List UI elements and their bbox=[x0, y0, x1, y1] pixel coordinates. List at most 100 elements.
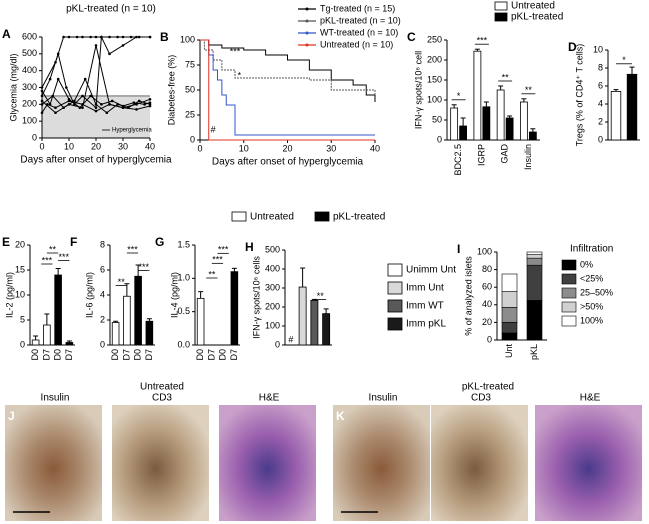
bar bbox=[123, 295, 131, 346]
x-tick-label: pKL bbox=[529, 344, 539, 360]
y-tick-label: 2 bbox=[598, 116, 603, 126]
x-tick-label: D0 bbox=[30, 349, 40, 361]
legend-swatch bbox=[387, 263, 403, 277]
data-point bbox=[48, 103, 52, 106]
x-tick-label: D7 bbox=[229, 349, 239, 361]
y-axis-label: Tregs (% of CD4⁺ T cells) bbox=[574, 44, 584, 147]
significance: *** bbox=[42, 255, 53, 265]
micrograph-group-title: Untreated bbox=[140, 382, 184, 393]
bar bbox=[230, 271, 239, 346]
significance: * bbox=[238, 70, 242, 80]
x-tick-label: GAD bbox=[500, 144, 510, 164]
y-tick-label: 250 bbox=[427, 34, 442, 44]
x-tick-label: D7 bbox=[41, 349, 51, 361]
legend-label: <25% bbox=[580, 273, 603, 283]
bar bbox=[496, 89, 505, 141]
data-point bbox=[121, 106, 125, 109]
bar bbox=[111, 322, 120, 346]
data-point bbox=[137, 99, 141, 103]
bar bbox=[310, 299, 319, 346]
y-tick-label: 100 bbox=[477, 246, 492, 256]
micrograph bbox=[535, 405, 642, 521]
bar bbox=[459, 125, 467, 141]
micrograph-group-title: pKL-treated bbox=[462, 382, 514, 393]
y-tick-label: 80 bbox=[482, 264, 492, 274]
legend-swatch bbox=[387, 281, 403, 295]
y-tick-label: 400 bbox=[265, 263, 280, 273]
legend-swatch bbox=[231, 211, 247, 222]
data-point bbox=[48, 77, 52, 81]
panel-letter: A bbox=[2, 27, 11, 41]
legend-marker bbox=[305, 43, 309, 47]
legend-swatch bbox=[314, 211, 330, 222]
x-tick-label: 40 bbox=[370, 143, 380, 153]
significance: ** bbox=[49, 244, 57, 254]
legend-swatch bbox=[561, 315, 577, 327]
bar bbox=[298, 286, 307, 346]
data-point bbox=[56, 52, 60, 56]
bar bbox=[520, 101, 528, 141]
significance: ** bbox=[208, 269, 216, 279]
y-tick-label: 100 bbox=[22, 116, 37, 126]
y-tick-label: 6 bbox=[100, 264, 105, 274]
bar bbox=[31, 339, 40, 346]
significance: * bbox=[622, 55, 626, 65]
legend-label: Untreated bbox=[511, 1, 555, 12]
x-tick-label: D7 bbox=[64, 349, 74, 361]
significance: ** bbox=[502, 72, 510, 82]
x-tick-label: D0 bbox=[218, 349, 228, 361]
x-tick-label: 40 bbox=[145, 141, 155, 151]
bar-segment bbox=[526, 300, 543, 341]
panel-letter: D bbox=[568, 40, 577, 54]
legend-label: >50% bbox=[580, 301, 603, 311]
x-tick-label: Insulin bbox=[523, 144, 533, 170]
data-point bbox=[94, 109, 98, 113]
panel-letter: K bbox=[336, 409, 345, 423]
legend-label: pKL-treated (n = 10) bbox=[320, 15, 401, 25]
bar bbox=[65, 342, 74, 346]
data-point bbox=[148, 97, 152, 101]
data-point bbox=[89, 35, 92, 39]
significance: *** bbox=[230, 46, 241, 56]
legend-swatch bbox=[494, 1, 508, 11]
series-line bbox=[200, 39, 376, 102]
data-point bbox=[135, 108, 138, 111]
legend-title: Infiltration bbox=[570, 244, 613, 255]
y-tick-label: 200 bbox=[265, 301, 280, 311]
data-point bbox=[121, 44, 125, 47]
bar bbox=[505, 117, 514, 141]
legend-marker bbox=[305, 19, 309, 23]
y-tick-label: 100 bbox=[180, 34, 195, 44]
stain-label: H&E bbox=[580, 393, 601, 404]
data-point bbox=[81, 35, 84, 39]
y-tick-label: 4 bbox=[598, 98, 603, 108]
y-tick-label: 25 bbox=[185, 109, 195, 119]
legend-marker bbox=[305, 7, 309, 11]
x-tick-label: 10 bbox=[239, 143, 249, 153]
y-axis-label: IL-6 (pg/ml) bbox=[84, 272, 94, 318]
data-point bbox=[94, 44, 98, 47]
series-line bbox=[200, 39, 376, 95]
legend-swatch bbox=[387, 299, 403, 313]
data-point bbox=[56, 77, 60, 81]
y-tick-label: 0.0 bbox=[177, 339, 190, 349]
y-tick-label: 0 bbox=[275, 339, 280, 349]
legend-label: 100% bbox=[580, 315, 603, 325]
y-tick-label: 500 bbox=[265, 244, 280, 254]
y-tick-label: 1.0 bbox=[177, 273, 190, 283]
bar bbox=[196, 297, 205, 346]
data-point bbox=[40, 99, 44, 103]
legend-swatch bbox=[494, 12, 508, 22]
x-axis-label: Days after onset of hyperglycemia bbox=[20, 155, 172, 166]
y-tick-label: 60 bbox=[482, 282, 492, 292]
data-point bbox=[135, 35, 138, 39]
legend-label: Tg-treated (n = 15) bbox=[320, 3, 395, 13]
data-point bbox=[121, 35, 125, 39]
legend-swatch bbox=[561, 273, 577, 285]
data-point bbox=[40, 86, 44, 89]
data-point bbox=[67, 35, 71, 39]
data-point bbox=[89, 94, 92, 98]
legend-label: 0% bbox=[580, 259, 593, 269]
data-point bbox=[108, 35, 111, 39]
y-axis-label: IL-4 (pg/ml) bbox=[169, 272, 179, 318]
